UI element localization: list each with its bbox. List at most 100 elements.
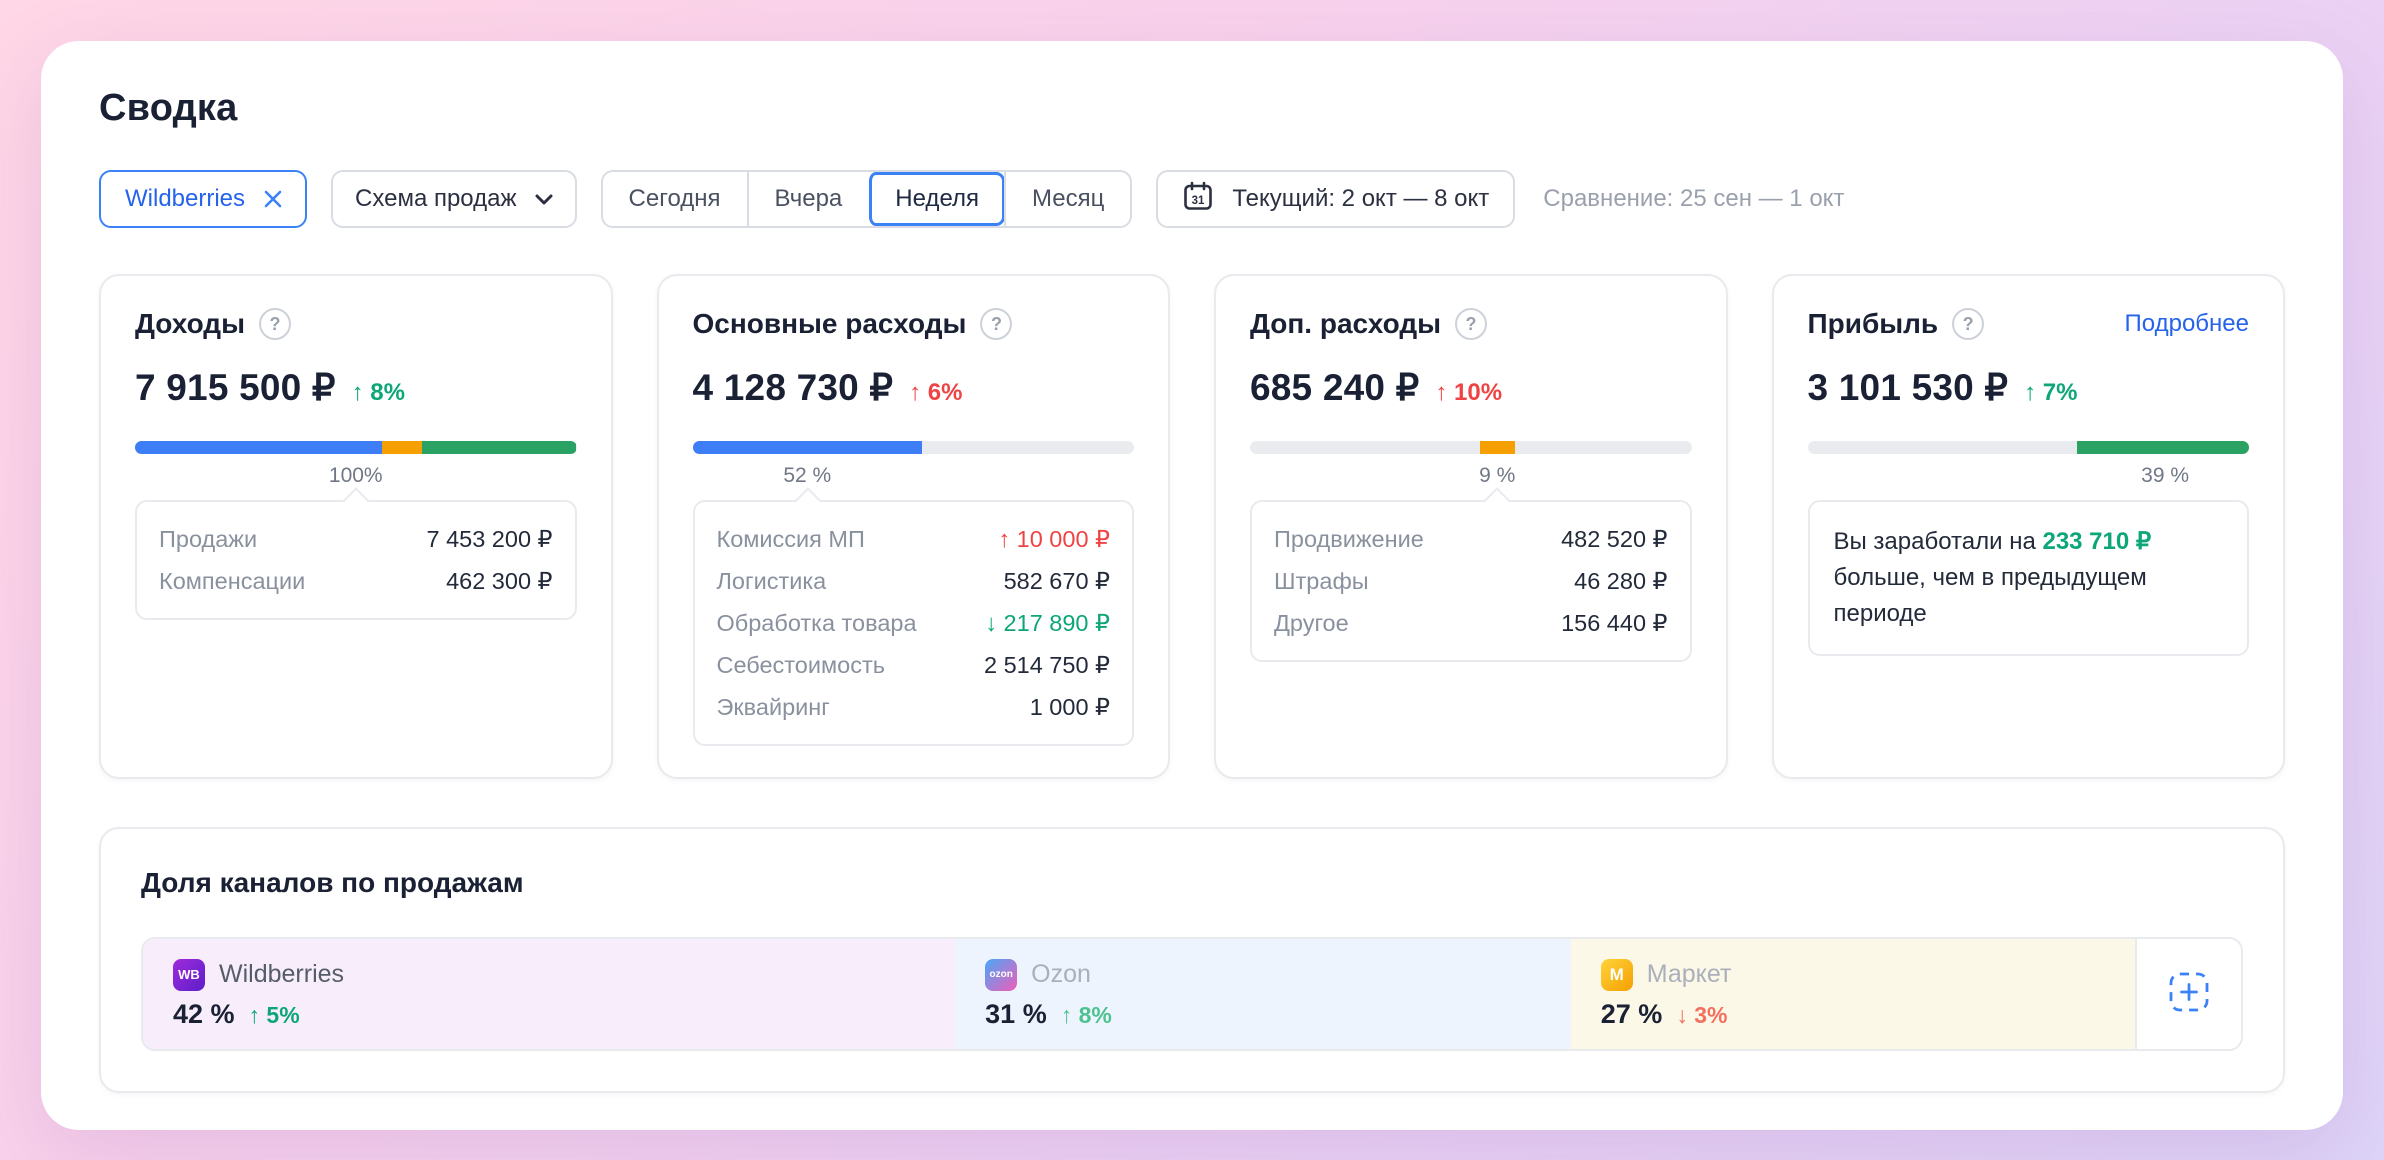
card-income: Доходы ? 7 915 500 ₽ ↑ 8% 100% Продажи 7…: [99, 274, 613, 779]
profit-message: Вы заработали на 233 710 ₽ больше, чем в…: [1832, 518, 2226, 638]
bar-segment: [692, 441, 923, 454]
profit-progress-bar: [1807, 441, 2249, 454]
channel-name: Wildberries: [219, 960, 345, 988]
card-profit: Прибыль ? Подробнее 3 101 530 ₽ ↑ 7% 39 …: [1771, 274, 2285, 779]
help-icon[interactable]: ?: [980, 308, 1013, 340]
main-expenses-progress-bar: [692, 441, 1134, 454]
additional-expenses-breakdown: Продвижение 482 520 ₽ Штрафы 46 280 ₽ Др…: [1250, 487, 1692, 662]
channel-wildberries[interactable]: WB Wildberries 42 % ↑ 5%: [143, 939, 956, 1049]
additional-expenses-delta: ↑ 10%: [1435, 379, 1503, 406]
income-progress-bar: [135, 441, 577, 454]
help-icon[interactable]: ?: [1455, 308, 1488, 340]
row-label: Штрафы: [1274, 567, 1369, 594]
date-range-picker[interactable]: 31 Текущий: 2 окт — 8 окт: [1156, 170, 1516, 228]
row-value: 462 300 ₽: [446, 568, 553, 594]
tab-month[interactable]: Месяц: [1004, 172, 1130, 226]
channel-name: Маркет: [1646, 960, 1732, 988]
row-value: 482 520 ₽: [1561, 526, 1668, 552]
summary-panel: Сводка Wildberries Схема продаж Сегодня …: [41, 41, 2343, 1130]
profit-message-suffix: больше, чем в предыдущем периоде: [1833, 564, 2147, 627]
profit-delta: ↑ 7%: [2024, 379, 2078, 406]
tab-week[interactable]: Неделя: [867, 172, 1005, 226]
additional-expenses-value: 685 240 ₽: [1250, 367, 1420, 408]
channel-delta: ↑ 5%: [248, 1001, 300, 1028]
breakdown-row: Эквайринг 1 000 ₽: [717, 686, 1111, 728]
card-income-title: Доходы: [135, 308, 245, 339]
channel-name: Ozon: [1031, 960, 1091, 988]
channel-ozon[interactable]: ozon Ozon 31 % ↑ 8%: [955, 939, 1571, 1049]
breakdown-row: Продажи 7 453 200 ₽: [159, 518, 553, 560]
bar-segment: [1479, 441, 1515, 454]
marketplace-filter-chip[interactable]: Wildberries: [99, 170, 308, 228]
channel-market[interactable]: М Маркет 27 % ↓ 3%: [1570, 939, 2135, 1049]
income-breakdown: Продажи 7 453 200 ₽ Компенсации 462 300 …: [135, 487, 577, 620]
row-value: 582 670 ₽: [1003, 568, 1110, 594]
row-label: Эквайринг: [716, 693, 830, 720]
row-value: 1 000 ₽: [1029, 694, 1110, 720]
row-label: Комиссия МП: [716, 525, 865, 552]
channels-section: Доля каналов по продажам WB Wildberries …: [99, 827, 2285, 1093]
profit-details-link[interactable]: Подробнее: [2124, 310, 2249, 337]
breakdown-row: Продвижение 482 520 ₽: [1274, 518, 1668, 560]
row-value: 46 280 ₽: [1574, 568, 1668, 594]
tab-yesterday[interactable]: Вчера: [746, 172, 869, 226]
profit-percent-label: 39 %: [2141, 464, 2190, 487]
row-label: Обработка товара: [716, 609, 917, 636]
bar-segment: [421, 441, 577, 454]
row-value: ↑ 10 000 ₽: [998, 526, 1110, 552]
income-delta: ↑ 8%: [351, 379, 405, 406]
channels-share-bar: WB Wildberries 42 % ↑ 5% ozon Ozon 31 % …: [141, 937, 2243, 1051]
main-expenses-value: 4 128 730 ₽: [692, 367, 894, 408]
date-range-label: Текущий: 2 окт — 8 окт: [1232, 185, 1490, 212]
row-label: Продажи: [159, 525, 258, 552]
help-icon[interactable]: ?: [1952, 308, 1985, 340]
profit-message-prefix: Вы заработали на: [1833, 528, 2043, 555]
row-label: Продвижение: [1274, 525, 1424, 552]
profit-message-amount: 233 710 ₽: [2042, 528, 2152, 555]
profit-message-box: Вы заработали на 233 710 ₽ больше, чем в…: [1807, 500, 2249, 656]
add-channel-button[interactable]: [2135, 939, 2241, 1049]
row-label: Себестоимость: [716, 651, 885, 678]
sales-scheme-dropdown[interactable]: Схема продаж: [331, 170, 577, 228]
period-tabs: Сегодня Вчера Неделя Месяц: [600, 170, 1133, 228]
channel-delta: ↓ 3%: [1676, 1001, 1728, 1028]
ozon-logo-icon: ozon: [985, 958, 1018, 991]
page-title: Сводка: [99, 87, 238, 129]
channels-section-title: Доля каналов по продажам: [141, 867, 524, 898]
comparison-period-label: Сравнение: 25 сен — 1 окт: [1543, 185, 1845, 212]
dropdown-label: Схема продаж: [355, 185, 517, 212]
channel-share: 42 %: [173, 998, 235, 1029]
card-additional-expenses-title: Доп. расходы: [1250, 308, 1442, 339]
breakdown-row: Штрафы 46 280 ₽: [1274, 560, 1668, 602]
tab-today[interactable]: Сегодня: [628, 185, 721, 212]
breakdown-row: Другое 156 440 ₽: [1274, 602, 1668, 644]
row-value: ↓ 217 890 ₽: [985, 610, 1110, 636]
row-label: Другое: [1274, 609, 1349, 636]
row-label: Логистика: [716, 567, 827, 594]
additional-expenses-percent-label: 9 %: [1479, 464, 1516, 487]
wildberries-logo-icon: WB: [173, 958, 205, 991]
row-value: 2 514 750 ₽: [983, 652, 1110, 678]
bar-segment: [382, 441, 422, 454]
breakdown-row: Компенсации 462 300 ₽: [159, 560, 553, 602]
breakdown-row: Логистика 582 670 ₽: [717, 560, 1111, 602]
chip-label: Wildberries: [125, 185, 246, 212]
svg-text:31: 31: [1192, 195, 1205, 207]
breakdown-row: Обработка товара ↓ 217 890 ₽: [717, 602, 1111, 644]
main-expenses-percent-label: 52 %: [783, 464, 832, 487]
help-icon[interactable]: ?: [259, 308, 291, 340]
channel-share: 27 %: [1600, 998, 1663, 1029]
breakdown-row: Комиссия МП ↑ 10 000 ₽: [717, 518, 1111, 560]
income-value: 7 915 500 ₽: [135, 367, 336, 408]
market-logo-icon: М: [1600, 958, 1633, 991]
profit-value: 3 101 530 ₽: [1807, 367, 2009, 408]
main-expenses-delta: ↑ 6%: [909, 379, 963, 406]
row-value: 156 440 ₽: [1561, 610, 1668, 636]
metric-cards-row: Доходы ? 7 915 500 ₽ ↑ 8% 100% Продажи 7…: [99, 274, 2285, 779]
close-icon[interactable]: [261, 187, 285, 211]
chevron-down-icon: [535, 185, 553, 213]
bar-segment: [2076, 441, 2249, 454]
filters-bar: Wildberries Схема продаж Сегодня Вчера Н…: [99, 170, 2285, 228]
row-value: 7 453 200 ₽: [426, 526, 553, 552]
row-label: Компенсации: [159, 567, 306, 594]
